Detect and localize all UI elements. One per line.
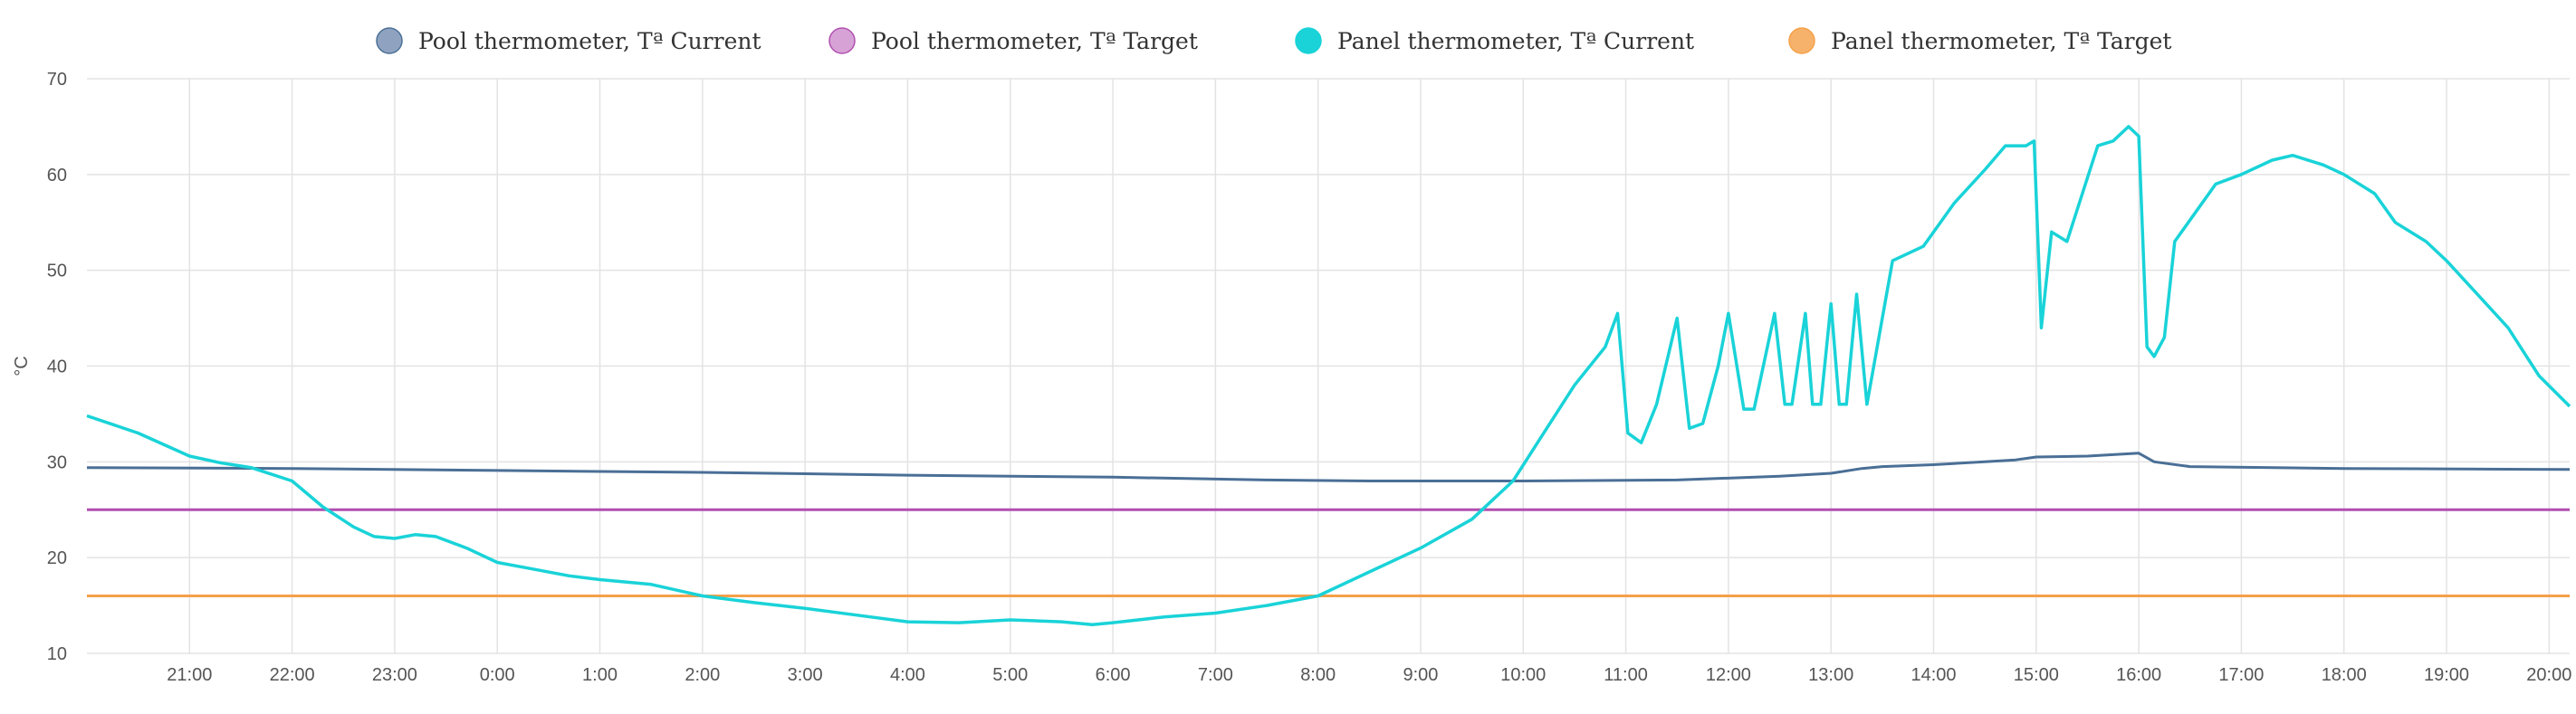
x-tick-label: 11:00 [1604,665,1648,685]
x-tick-label: 16:00 [2116,665,2161,685]
grid-lines [87,78,2570,654]
legend-item[interactable]: Pool thermometer, Tª Target [828,27,1198,54]
x-tick-label: 10:00 [1500,665,1546,685]
x-tick-label: 0:00 [480,665,515,685]
y-tick-label: 70 [47,70,67,90]
y-tick-label: 40 [47,357,67,377]
series-line-3 [86,125,2571,627]
series-line-1 [86,452,2571,482]
legend: Pool thermometer, Tª Current Pool thermom… [376,27,2171,54]
x-tick-label: 7:00 [1198,665,1233,685]
x-tick-label: 13:00 [1808,665,1853,685]
x-tick-label: 15:00 [2014,665,2059,685]
legend-marker [376,27,403,54]
legend-label: Panel thermometer, Tª Current [1337,28,1694,54]
x-tick-label: 18:00 [2322,665,2367,685]
x-tick-label: 23:00 [372,665,417,685]
y-tick-label: 20 [47,548,67,568]
legend-marker [1788,27,1815,54]
legend-label: Pool thermometer, Tª Current [418,28,761,54]
x-tick-label: 1:00 [582,665,618,685]
x-tick-label: 6:00 [1096,665,1131,685]
x-tick-label: 8:00 [1300,665,1336,685]
x-tick-label: 21:00 [167,665,212,685]
y-tick-label: 50 [47,262,67,281]
x-tick-label: 9:00 [1403,665,1439,685]
x-tick-label: 2:00 [685,665,720,685]
x-tick-label: 22:00 [270,665,315,685]
y-tick-label: 30 [47,452,67,472]
x-tick-label: 17:00 [2218,665,2264,685]
x-tick-label: 3:00 [788,665,823,685]
legend-label: Panel thermometer, Tª Target [1831,28,2171,54]
x-tick-label: 20:00 [2526,665,2571,685]
y-tick-label: 10 [47,644,67,664]
y-tick-labels: 10 20 30 40 50 60 70 [47,70,67,664]
x-tick-labels: 21:00 22:00 23:00 0:00 1:00 2:00 3:00 4:00 5:00 6… [167,665,2571,685]
legend-marker [828,27,856,54]
x-tick-label: 12:00 [1706,665,1751,685]
series-lines [86,125,2571,627]
legend-item[interactable]: Panel thermometer, Tª Current [1295,27,1694,54]
x-tick-label: 19:00 [2424,665,2469,685]
legend-item[interactable]: Pool thermometer, Tª Current [376,27,761,54]
legend-label: Pool thermometer, Tª Target [871,28,1198,54]
x-tick-label: 14:00 [1910,665,1956,685]
x-tick-label: 4:00 [890,665,925,685]
x-tick-label: 5:00 [992,665,1028,685]
legend-item[interactable]: Panel thermometer, Tª Target [1788,27,2171,54]
y-axis-label: °C [12,356,32,376]
legend-marker [1295,27,1322,54]
y-tick-label: 60 [47,166,67,186]
